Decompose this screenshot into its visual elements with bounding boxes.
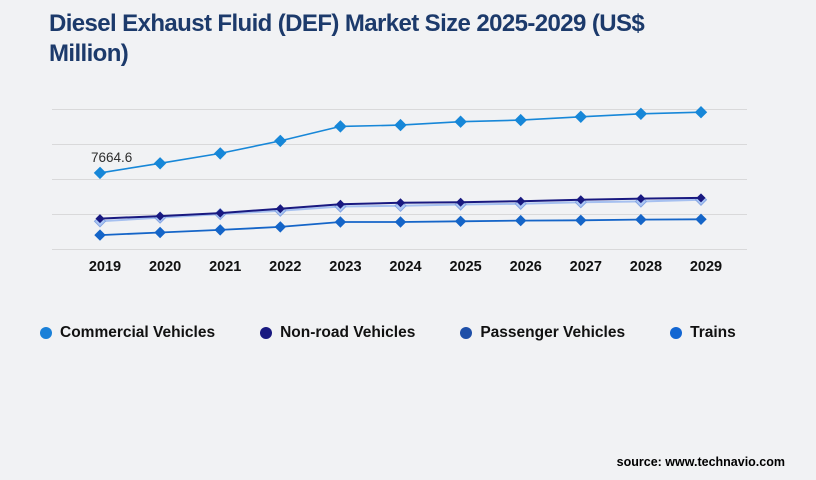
legend-marker-icon-commercial-vehicles <box>40 327 52 339</box>
x-tick-2021: 2021 <box>209 259 241 275</box>
data-point-trains-2028 <box>635 213 647 226</box>
x-tick-2023: 2023 <box>329 259 361 275</box>
data-point-trains-2026 <box>514 214 527 227</box>
data-point-commercial-vehicles-2025 <box>454 115 467 128</box>
chart-legend: Commercial Vehicles Non-road Vehicles Pass… <box>40 324 736 342</box>
legend-marker-icon-passenger-vehicles <box>460 327 473 339</box>
data-point-trains-2023 <box>334 216 347 228</box>
data-point-trains-2020 <box>154 226 166 239</box>
data-point-non-road-vehicles-2020 <box>155 211 165 221</box>
data-point-non-road-vehicles-2023 <box>335 199 345 209</box>
x-tick-2029: 2029 <box>690 259 722 275</box>
x-tick-2022: 2022 <box>269 259 301 275</box>
market-size-line-chart: 7664.6 2019 2020 2021 2022 2023 2024 2025 2026 20… <box>52 105 747 275</box>
source-attribution: source: www.technavio.com <box>616 455 785 469</box>
x-tick-2028: 2028 <box>630 259 662 275</box>
data-point-commercial-vehicles-2024 <box>394 118 407 132</box>
legend-item-trains: Trains <box>670 324 736 342</box>
data-point-trains-2025 <box>454 215 467 228</box>
legend-marker-icon-non-road-vehicles <box>260 327 273 339</box>
x-tick-2020: 2020 <box>149 259 181 275</box>
legend-marker-icon-trains <box>670 327 683 339</box>
data-point-commercial-vehicles-2019 <box>93 166 107 180</box>
data-point-non-road-vehicles-2026 <box>516 196 526 206</box>
chart-title: Diesel Exhaust Fluid (DEF) Market Size 2… <box>49 9 645 69</box>
data-point-commercial-vehicles-2028 <box>634 107 648 121</box>
legend-item-passenger-vehicles: Passenger Vehicles <box>460 324 625 342</box>
data-point-commercial-vehicles-2027 <box>574 110 588 124</box>
x-tick-2019: 2019 <box>89 259 121 275</box>
legend-label-trains: Trains <box>690 324 736 341</box>
legend-label-non-road-vehicles: Non-road Vehicles <box>280 324 416 341</box>
data-point-commercial-vehicles-2022 <box>274 134 287 148</box>
data-point-trains-2027 <box>575 214 587 227</box>
data-point-trains-2029 <box>695 213 707 226</box>
x-tick-2024: 2024 <box>389 259 421 275</box>
data-point-commercial-vehicles-2020 <box>153 157 167 170</box>
data-point-trains-2022 <box>274 221 287 233</box>
data-point-non-road-vehicles-2019 <box>95 214 105 224</box>
legend-item-commercial-vehicles: Commercial Vehicles <box>40 324 215 342</box>
data-point-non-road-vehicles-2025 <box>456 197 466 207</box>
chart-title-line-1: Diesel Exhaust Fluid (DEF) Market Size 2… <box>49 10 645 37</box>
x-tick-2025: 2025 <box>449 259 481 275</box>
data-point-non-road-vehicles-2029 <box>696 193 706 203</box>
legend-item-non-road-vehicles: Non-road Vehicles <box>260 324 415 342</box>
data-point-non-road-vehicles-2028 <box>636 194 646 204</box>
legend-label-passenger-vehicles: Passenger Vehicles <box>480 324 626 341</box>
data-point-commercial-vehicles-2029 <box>694 105 708 119</box>
data-point-non-road-vehicles-2024 <box>395 198 406 208</box>
data-point-non-road-vehicles-2022 <box>275 204 285 214</box>
data-point-non-road-vehicles-2021 <box>215 208 225 218</box>
data-point-commercial-vehicles-2021 <box>213 147 227 160</box>
x-tick-2027: 2027 <box>570 259 602 275</box>
data-point-commercial-vehicles-2023 <box>334 120 347 133</box>
data-point-trains-2019 <box>94 229 106 241</box>
data-point-trains-2024 <box>394 216 407 228</box>
chart-title-line-2: Million) <box>49 40 129 67</box>
legend-label-commercial-vehicles: Commercial Vehicles <box>60 324 216 341</box>
data-point-trains-2021 <box>214 224 226 236</box>
data-label-commercial-vehicles-2019: 7664.6 <box>91 150 132 165</box>
x-tick-2026: 2026 <box>510 259 542 275</box>
data-point-non-road-vehicles-2027 <box>576 195 586 205</box>
data-point-commercial-vehicles-2026 <box>514 113 527 127</box>
